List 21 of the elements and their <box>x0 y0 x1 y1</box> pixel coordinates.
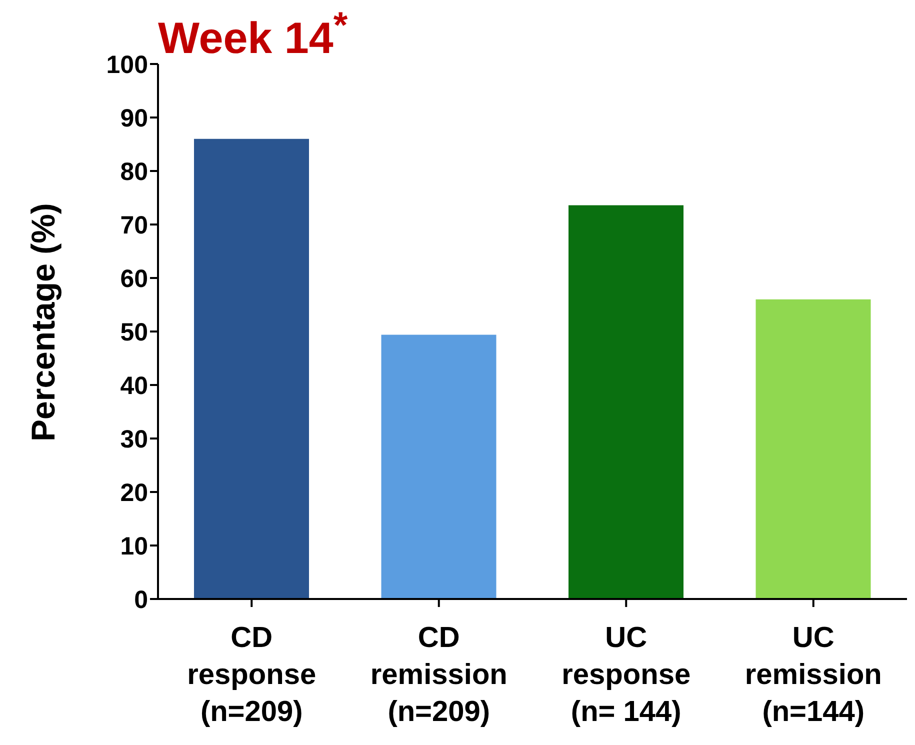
y-tick-label: 20 <box>120 478 148 507</box>
chart-title: Week 14$^{*}$ <box>158 4 348 63</box>
bar <box>756 299 871 599</box>
y-tick-label: 10 <box>120 532 148 560</box>
y-tick-label: 0 <box>134 586 148 614</box>
y-tick-label: 40 <box>120 372 148 400</box>
x-tick-label: CD remission (n=209) <box>370 622 508 728</box>
y-tick-label: 90 <box>120 104 148 132</box>
y-tick-label: 100 <box>106 50 148 79</box>
y-tick-label: 60 <box>120 264 148 293</box>
bar <box>568 205 684 599</box>
x-tick-label: CD response (n=209) <box>187 622 316 728</box>
y-tick-label: 50 <box>120 318 148 346</box>
y-tick-label: 80 <box>120 158 148 186</box>
y-tick-label: 30 <box>120 425 148 454</box>
x-tick-label: UC response (n= 144) <box>562 622 691 728</box>
y-axis-title: Percentage (%) <box>24 203 62 442</box>
x-tick-label: UC remission (n=144) <box>744 622 882 728</box>
bar <box>381 334 496 599</box>
y-tick-label: 70 <box>120 211 148 240</box>
bar <box>194 138 309 599</box>
